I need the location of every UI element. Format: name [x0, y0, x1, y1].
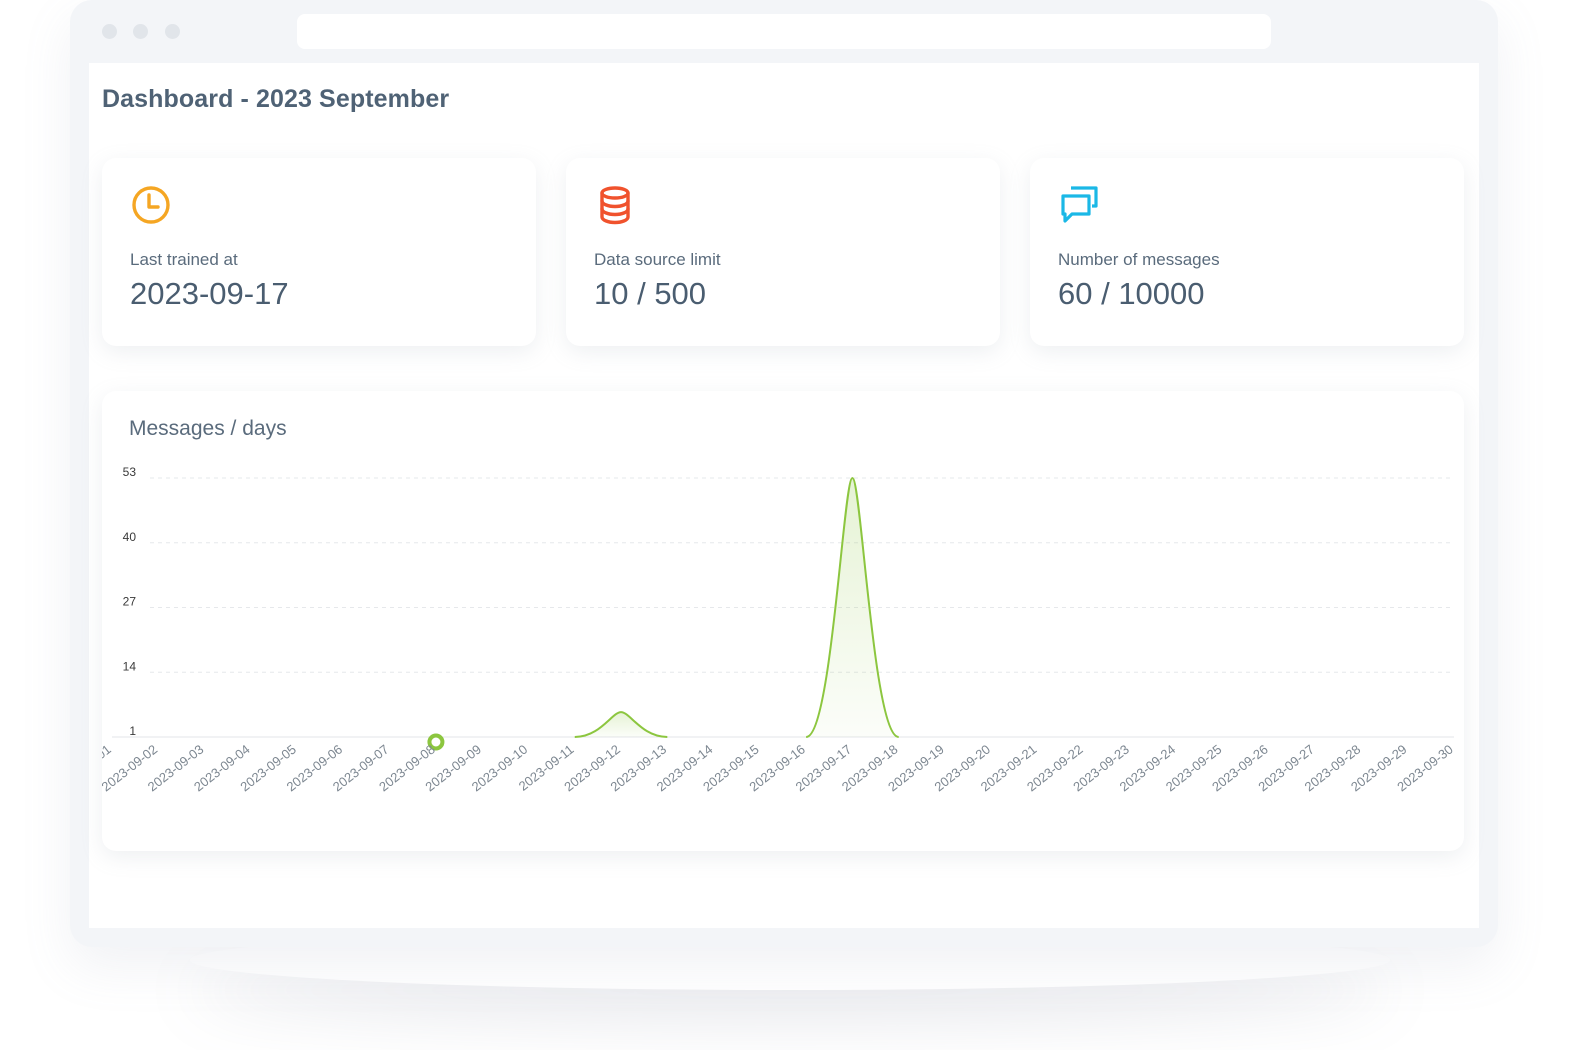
window-control-dot[interactable] — [102, 24, 117, 39]
address-bar[interactable] — [297, 14, 1271, 49]
y-tick-label: 40 — [123, 530, 137, 544]
messages-chart[interactable]: 1142740532023-09-012023-09-022023-09-032… — [102, 391, 1464, 851]
stat-value: 60 / 10000 — [1058, 276, 1205, 311]
area-fill — [574, 712, 668, 737]
browser-window: Dashboard - 2023 September Last trained … — [70, 0, 1498, 947]
stat-label: Last trained at — [130, 250, 238, 269]
dashboard-content: Dashboard - 2023 September Last trained … — [89, 63, 1479, 928]
series-line — [574, 711, 668, 738]
database-icon — [600, 186, 630, 225]
window-control-dot[interactable] — [133, 24, 148, 39]
chart-title: Messages / days — [129, 417, 287, 440]
chart-card: Messages / days 1 14 27 40 53 2023-09-01 2023-… — [102, 391, 1464, 851]
y-tick-label: 14 — [123, 659, 137, 673]
stat-card-messages: Number of messages 60 / 10000 — [1030, 158, 1464, 346]
y-tick-label: 1 — [129, 724, 136, 738]
stat-value: 2023-09-17 — [130, 276, 289, 311]
series-line — [805, 476, 900, 738]
y-tick-label: 27 — [123, 595, 137, 609]
window-control-dot[interactable] — [165, 24, 180, 39]
page-title: Dashboard - 2023 September — [102, 85, 450, 113]
area-fill — [806, 478, 899, 737]
y-tick-label: 53 — [123, 465, 137, 479]
stat-value: 10 / 500 — [594, 276, 707, 311]
data-point-marker — [427, 733, 445, 751]
stat-label: Number of messages — [1058, 250, 1220, 269]
stat-card-last-trained: Last trained at 2023-09-17 — [102, 158, 536, 346]
clock-icon — [132, 186, 170, 224]
stat-label: Data source limit — [594, 250, 721, 269]
chat-bubbles-icon — [1061, 186, 1098, 223]
stat-card-data-source: Data source limit 10 / 500 — [566, 158, 1000, 346]
